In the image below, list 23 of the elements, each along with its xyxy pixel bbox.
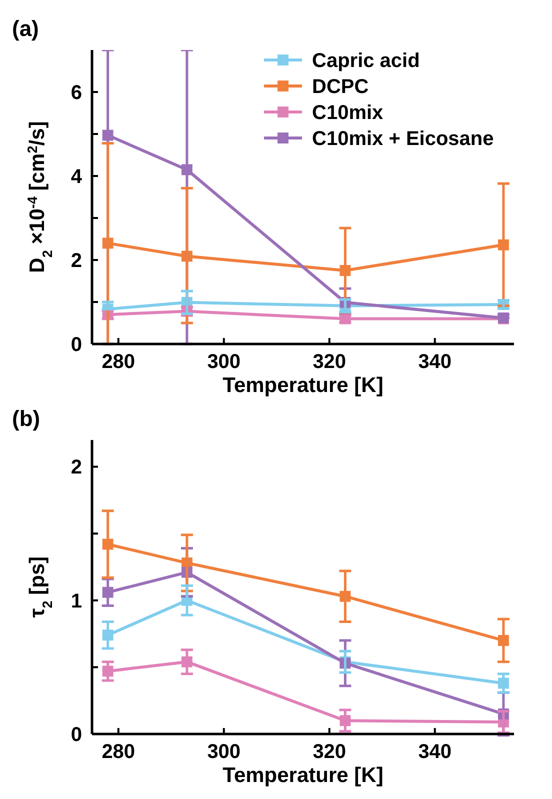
- legend-label: DCPC: [312, 76, 369, 98]
- chart-title: (b): [12, 406, 40, 431]
- x-tick-label: 300: [207, 741, 241, 763]
- y-tick-label: 2: [70, 250, 82, 272]
- y-tick-label: 6: [70, 82, 82, 104]
- x-tick-label: 280: [102, 351, 136, 373]
- y-tick-label: 2: [70, 456, 82, 479]
- x-tick-label: 320: [312, 741, 346, 763]
- x-axis-title: Temperature [K]: [222, 764, 384, 787]
- y-tick-label: 0: [70, 334, 82, 356]
- x-tick-label: 280: [102, 741, 136, 763]
- legend-label: Capric acid: [312, 50, 420, 72]
- x-tick-label: 340: [418, 741, 452, 763]
- x-tick-label: 320: [312, 351, 346, 373]
- x-axis-title: Temperature [K]: [222, 374, 384, 397]
- y-tick-label: 0: [70, 724, 82, 746]
- chart-title: (a): [12, 16, 39, 41]
- legend-label: C10mix + Eicosane: [312, 128, 494, 150]
- legend-label: C10mix: [312, 102, 384, 124]
- y-tick-label: 1: [70, 590, 82, 612]
- x-tick-label: 340: [418, 351, 452, 373]
- x-tick-label: 300: [207, 351, 241, 373]
- y-tick-label: 4: [70, 166, 83, 188]
